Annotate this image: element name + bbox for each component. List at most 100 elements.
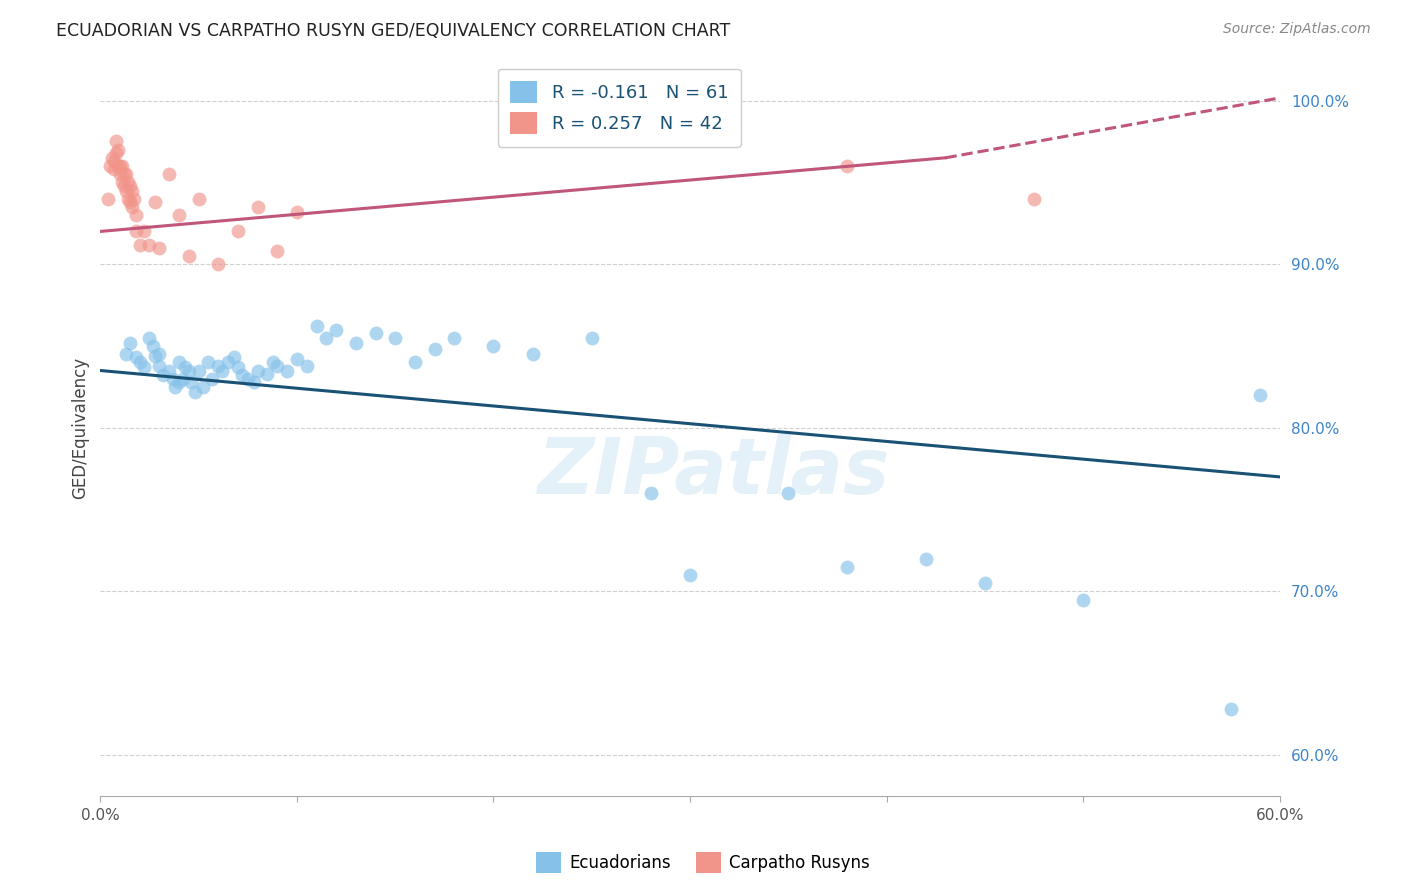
- Point: [172, 372, 194, 386]
- Point: [211, 363, 233, 377]
- Point: [1219, 702, 1241, 716]
- Point: [115, 167, 138, 181]
- Point: [443, 331, 465, 345]
- Point: [125, 224, 148, 238]
- Point: [138, 331, 160, 345]
- Point: [1071, 592, 1094, 607]
- Point: [117, 175, 139, 189]
- Point: [236, 372, 259, 386]
- Point: [112, 167, 135, 181]
- Point: [101, 151, 124, 165]
- Point: [778, 486, 800, 500]
- Point: [108, 167, 131, 181]
- Point: [105, 145, 128, 160]
- Point: [197, 355, 219, 369]
- Point: [522, 347, 544, 361]
- Point: [581, 331, 603, 345]
- Point: [837, 560, 859, 574]
- Point: [226, 360, 249, 375]
- Point: [98, 159, 121, 173]
- Point: [132, 224, 155, 238]
- Legend: Ecuadorians, Carpatho Rusyns: Ecuadorians, Carpatho Rusyns: [529, 846, 877, 880]
- Text: ZIPatlas: ZIPatlas: [537, 434, 890, 510]
- Point: [118, 335, 141, 350]
- Text: ECUADORIAN VS CARPATHO RUSYN GED/EQUIVALENCY CORRELATION CHART: ECUADORIAN VS CARPATHO RUSYN GED/EQUIVAL…: [56, 22, 731, 40]
- Point: [105, 135, 128, 149]
- Point: [107, 143, 129, 157]
- Point: [103, 154, 125, 169]
- Point: [177, 363, 200, 377]
- Point: [111, 159, 134, 173]
- Point: [201, 372, 224, 386]
- Point: [115, 347, 138, 361]
- Point: [167, 355, 190, 369]
- Point: [364, 326, 387, 340]
- Point: [167, 208, 190, 222]
- Point: [187, 363, 209, 377]
- Point: [679, 568, 702, 582]
- Point: [132, 360, 155, 375]
- Point: [1249, 388, 1271, 402]
- Point: [173, 360, 195, 375]
- Point: [1022, 192, 1045, 206]
- Point: [167, 375, 190, 389]
- Point: [162, 372, 184, 386]
- Point: [108, 159, 131, 173]
- Point: [285, 352, 308, 367]
- Point: [118, 194, 141, 209]
- Y-axis label: GED/Equivalency: GED/Equivalency: [72, 357, 89, 499]
- Point: [640, 486, 662, 500]
- Point: [128, 237, 150, 252]
- Point: [177, 249, 200, 263]
- Point: [404, 355, 426, 369]
- Point: [107, 159, 129, 173]
- Point: [128, 355, 150, 369]
- Point: [163, 380, 186, 394]
- Point: [157, 363, 180, 377]
- Point: [117, 192, 139, 206]
- Point: [295, 359, 318, 373]
- Point: [256, 367, 278, 381]
- Point: [145, 349, 167, 363]
- Point: [217, 355, 239, 369]
- Point: [97, 192, 120, 206]
- Point: [103, 162, 125, 177]
- Point: [187, 192, 209, 206]
- Point: [915, 551, 938, 566]
- Point: [231, 368, 253, 383]
- Point: [246, 363, 269, 377]
- Point: [222, 351, 245, 365]
- Point: [207, 359, 229, 373]
- Point: [344, 335, 367, 350]
- Point: [115, 184, 138, 198]
- Point: [121, 200, 143, 214]
- Point: [973, 576, 995, 591]
- Point: [276, 363, 298, 377]
- Point: [145, 194, 167, 209]
- Point: [207, 257, 229, 271]
- Point: [111, 175, 134, 189]
- Legend: R = -0.161   N = 61, R = 0.257   N = 42: R = -0.161 N = 61, R = 0.257 N = 42: [498, 69, 741, 147]
- Point: [148, 359, 170, 373]
- Point: [125, 351, 148, 365]
- Point: [180, 375, 202, 389]
- Point: [118, 178, 141, 193]
- Point: [266, 244, 288, 258]
- Point: [122, 192, 145, 206]
- Point: [226, 224, 249, 238]
- Point: [183, 384, 205, 399]
- Point: [138, 237, 160, 252]
- Point: [384, 331, 406, 345]
- Point: [837, 159, 859, 173]
- Point: [112, 178, 135, 193]
- Point: [148, 241, 170, 255]
- Point: [325, 323, 347, 337]
- Point: [152, 368, 174, 383]
- Point: [266, 359, 288, 373]
- Point: [305, 319, 328, 334]
- Text: Source: ZipAtlas.com: Source: ZipAtlas.com: [1223, 22, 1371, 37]
- Point: [148, 347, 170, 361]
- Point: [315, 331, 337, 345]
- Point: [242, 375, 264, 389]
- Point: [125, 208, 148, 222]
